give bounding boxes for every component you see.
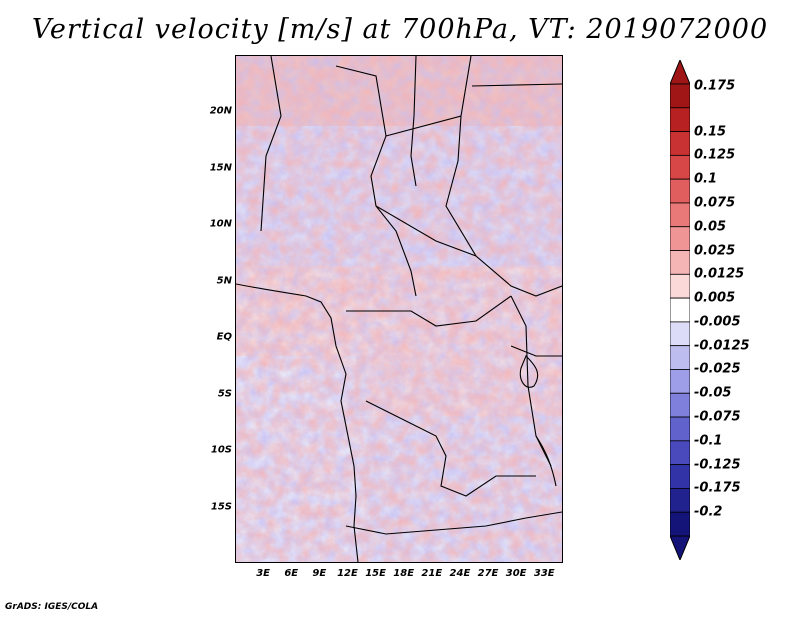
colorbar: [670, 60, 690, 560]
lake-victoria: [519, 355, 539, 388]
colorbar-segment: [670, 416, 690, 442]
colorbar-tick-label: 0.005: [694, 290, 736, 306]
colorbar-segment: [670, 250, 690, 275]
lat-tick-label: 5S: [217, 388, 232, 400]
border-chad: [335, 65, 417, 297]
map-field: [236, 56, 562, 562]
colorbar-tick-label: -0.2: [694, 504, 723, 520]
colorbar-segment: [670, 107, 690, 132]
colorbar-tick-label: -0.125: [694, 457, 741, 473]
lon-tick-label: 33E: [533, 568, 555, 579]
colorbar-tick-label: -0.05: [694, 385, 732, 401]
country-borders: [236, 56, 562, 562]
lake-tanganyika: [535, 435, 557, 487]
lon-tick-label: 30E: [505, 568, 527, 579]
colorbar-segment: [670, 273, 690, 299]
velocity-map: [235, 55, 563, 563]
colorbar-tick-label: 0.025: [694, 243, 736, 259]
lon-tick-label: 24E: [449, 568, 471, 579]
colorbar-segment: [670, 369, 690, 394]
chart-title: Vertical velocity [m/s] at 700hPa, VT: 2…: [31, 14, 769, 45]
border-angola: [365, 400, 536, 497]
colorbar-segment: [670, 178, 690, 204]
colorbar-tick-label: -0.175: [694, 480, 741, 496]
west-coastline: [236, 283, 359, 562]
border-niger: [410, 56, 417, 187]
colorbar-tick-label: 0.125: [694, 147, 736, 163]
lat-tick-label: 5N: [216, 275, 232, 287]
colorbar-tick-label: -0.075: [694, 409, 741, 425]
lat-tick-label: 10N: [209, 218, 232, 230]
colorbar-segment: [670, 511, 690, 537]
colorbar-tick-label: 0.175: [694, 78, 736, 94]
colorbar-segment: [670, 392, 690, 418]
colorbar-tick-label: 0.075: [694, 195, 736, 211]
colorbar-segment: [670, 297, 690, 323]
lon-tick-label: 18E: [393, 568, 415, 579]
colorbar-segment: [670, 440, 690, 466]
colorbar-tick-label: -0.1: [694, 433, 723, 449]
colorbar-tick-label: 0.05: [694, 219, 727, 235]
lon-tick-label: 15E: [365, 568, 386, 579]
lon-tick-label: 9E: [312, 568, 327, 579]
lon-tick-label: 27E: [477, 568, 499, 579]
colorbar-tick-label: -0.0125: [694, 338, 750, 354]
lat-tick-label: 15N: [209, 162, 232, 174]
colorbar-tick-label: 0.15: [694, 124, 727, 140]
colorbar-segment: [670, 202, 690, 228]
colorbar-segment: [670, 83, 690, 109]
footer-credit: GrADS: IGES/COLA: [5, 602, 99, 612]
lon-tick-label: 6E: [284, 568, 299, 579]
colorbar-segment: [670, 488, 690, 513]
colorbar-segment: [670, 131, 690, 156]
colorbar-top-arrow: [670, 60, 690, 85]
lon-tick-label: 12E: [337, 568, 358, 579]
colorbar-tick-label: 0.1: [694, 171, 718, 187]
border-south: [345, 511, 562, 535]
border-car: [375, 205, 477, 257]
colorbar-tick-label: -0.025: [694, 361, 741, 377]
colorbar-bottom-arrow: [670, 535, 690, 560]
lat-tick-label: 20N: [209, 105, 232, 117]
lat-tick-label: 15S: [210, 501, 232, 513]
lon-tick-label: 21E: [421, 568, 443, 579]
lon-tick-label: 3E: [256, 568, 271, 579]
colorbar-segment: [670, 345, 690, 370]
red-noise: [236, 56, 562, 562]
colorbar-tick-label: -0.005: [694, 314, 741, 330]
colorbar-segment: [670, 226, 690, 251]
border-congo-n: [346, 295, 512, 327]
colorbar-segment: [670, 154, 690, 180]
border-kenya: [510, 345, 562, 357]
lat-tick-label: EQ: [216, 331, 232, 343]
border-west-1: [260, 56, 282, 232]
colorbar-segment: [670, 464, 690, 489]
colorbar-tick-label: 0.0125: [694, 266, 745, 282]
colorbar-segment: [670, 321, 690, 347]
border-east: [510, 295, 552, 467]
border-egypt: [471, 83, 562, 87]
lat-tick-label: 10S: [210, 444, 232, 456]
